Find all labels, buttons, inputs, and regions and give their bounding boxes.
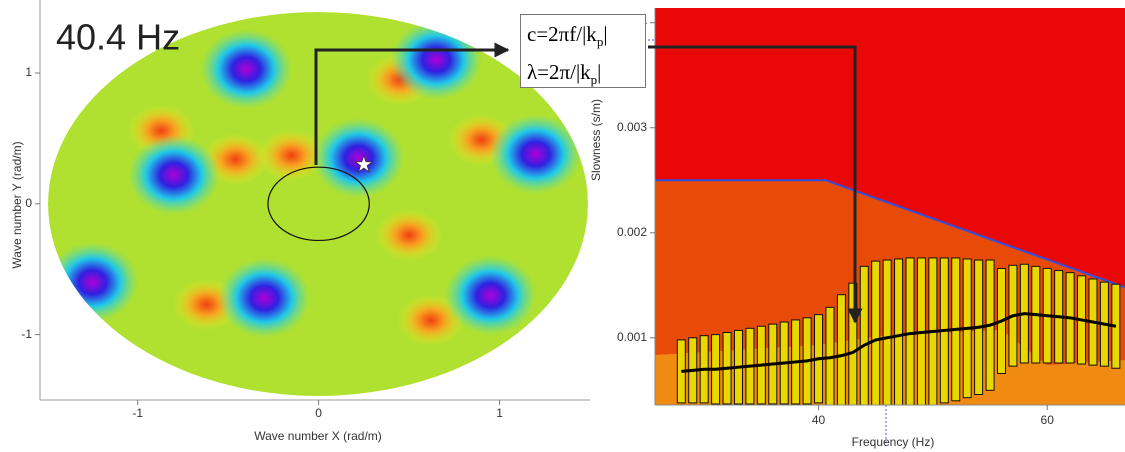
mean-curve xyxy=(681,312,1117,373)
x-axis-label: Wave number X (rad/m) xyxy=(254,429,382,443)
peak xyxy=(312,118,405,199)
arrow xyxy=(648,45,863,324)
formula-sub: p xyxy=(596,34,604,50)
y-tick-label: 0.002 xyxy=(617,225,647,239)
formula-text: | xyxy=(597,60,602,85)
formula-text: λ=2π/|k xyxy=(527,60,591,85)
y-tick-label: 0.003 xyxy=(617,120,647,134)
x-tick-label: 40 xyxy=(812,413,826,427)
y-axis-label: Slowness (s/m) xyxy=(589,99,603,181)
formula: c=2πf/|kp| xyxy=(527,19,645,57)
x-tick-label: 1 xyxy=(496,406,503,420)
peak xyxy=(218,257,311,338)
formula-text: c=2πf/|k xyxy=(527,22,597,46)
picked-peak xyxy=(354,154,374,173)
frequency-label: 40.4 Hz xyxy=(56,17,180,58)
formula-box: c=2πf/|kp| λ=2π/|kp| xyxy=(520,14,646,88)
formula: λ=2π/|kp| xyxy=(527,57,645,95)
y-tick-label: 0.001 xyxy=(617,330,647,344)
y-tick-label: 0 xyxy=(25,196,32,210)
arrow xyxy=(314,42,510,165)
peak xyxy=(444,255,537,336)
error-bar xyxy=(859,265,869,405)
x-tick-label: -1 xyxy=(132,406,143,420)
x-axis-label: Frequency (Hz) xyxy=(852,435,935,449)
low-spot xyxy=(375,209,444,262)
y-tick-label: -1 xyxy=(21,327,32,341)
formula-sub: p xyxy=(590,72,598,88)
y-axis-label: Wave number Y (rad/m) xyxy=(10,141,24,268)
x-tick-label: 60 xyxy=(1041,413,1055,427)
formula-text: | xyxy=(603,22,608,46)
peak xyxy=(127,135,220,216)
x-tick-label: 0 xyxy=(315,406,322,420)
peak xyxy=(200,29,293,110)
y-tick-label: 1 xyxy=(25,65,32,79)
slowness-limit xyxy=(655,179,1125,289)
peak xyxy=(489,114,582,195)
peak xyxy=(48,242,139,323)
field-background xyxy=(48,12,588,396)
peak xyxy=(390,19,483,100)
search-circle xyxy=(267,166,370,242)
